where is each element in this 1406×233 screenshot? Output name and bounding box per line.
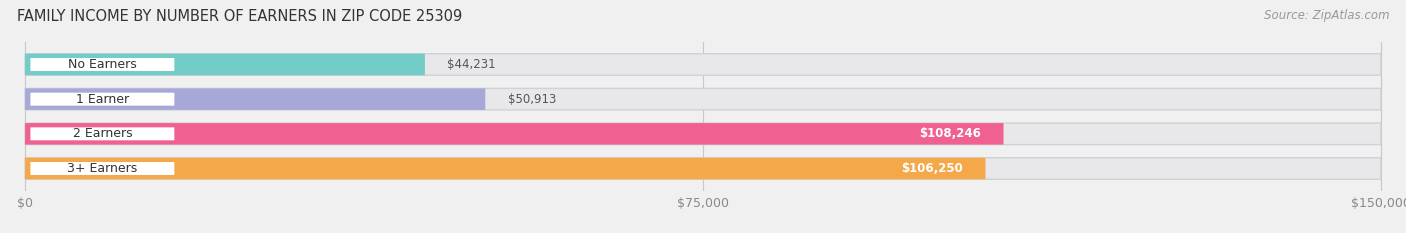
FancyBboxPatch shape bbox=[25, 54, 425, 75]
FancyBboxPatch shape bbox=[25, 88, 485, 110]
Text: $44,231: $44,231 bbox=[447, 58, 496, 71]
Text: FAMILY INCOME BY NUMBER OF EARNERS IN ZIP CODE 25309: FAMILY INCOME BY NUMBER OF EARNERS IN ZI… bbox=[17, 9, 463, 24]
FancyBboxPatch shape bbox=[30, 161, 176, 176]
Text: Source: ZipAtlas.com: Source: ZipAtlas.com bbox=[1264, 9, 1389, 22]
Text: 2 Earners: 2 Earners bbox=[73, 127, 132, 140]
FancyBboxPatch shape bbox=[30, 91, 176, 107]
FancyBboxPatch shape bbox=[25, 123, 1004, 145]
FancyBboxPatch shape bbox=[30, 57, 176, 72]
FancyBboxPatch shape bbox=[25, 123, 1381, 145]
FancyBboxPatch shape bbox=[25, 158, 986, 179]
Text: 3+ Earners: 3+ Earners bbox=[67, 162, 138, 175]
Text: No Earners: No Earners bbox=[67, 58, 136, 71]
Text: $106,250: $106,250 bbox=[901, 162, 963, 175]
FancyBboxPatch shape bbox=[25, 54, 1381, 75]
FancyBboxPatch shape bbox=[25, 158, 1381, 179]
Text: 1 Earner: 1 Earner bbox=[76, 93, 129, 106]
Text: $50,913: $50,913 bbox=[508, 93, 557, 106]
FancyBboxPatch shape bbox=[25, 88, 1381, 110]
FancyBboxPatch shape bbox=[30, 126, 176, 142]
Text: $108,246: $108,246 bbox=[920, 127, 981, 140]
